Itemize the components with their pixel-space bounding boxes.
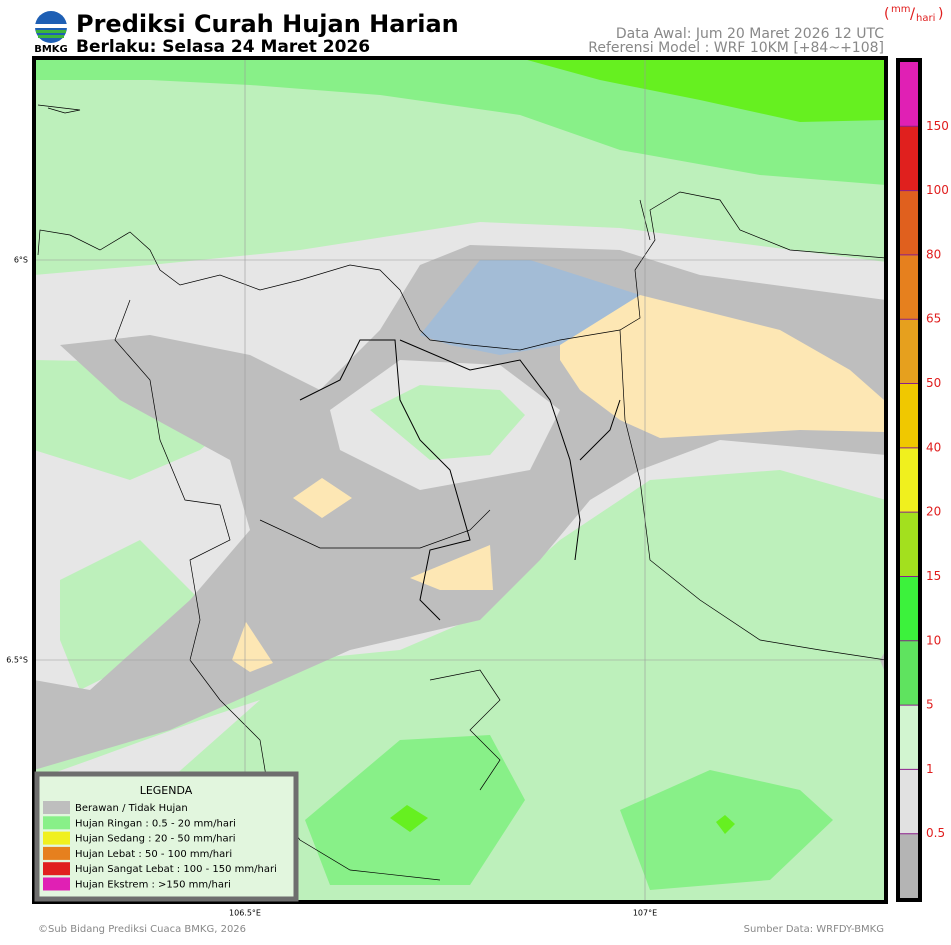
colorbar-segment xyxy=(900,383,918,448)
title: Prediksi Curah Hujan Harian xyxy=(76,10,459,38)
colorbar-segment xyxy=(900,640,918,706)
colorbar-segment xyxy=(900,62,918,127)
colorbar-tick-label: 20 xyxy=(926,505,941,519)
legend-label: Hujan Sedang : 20 - 50 mm/hari xyxy=(75,834,235,845)
colorbar-segment xyxy=(900,319,918,384)
area-light-rain xyxy=(60,540,200,690)
area-peach xyxy=(232,622,273,672)
lat-label: 6.5°S xyxy=(6,656,28,665)
logo-text: BMKG xyxy=(34,44,68,55)
colorbar-tick-label: 65 xyxy=(926,312,941,326)
logo-stripe xyxy=(36,30,66,33)
footer-left: ©Sub Bidang Prediksi Cuaca BMKG, 2026 xyxy=(38,924,246,935)
colorbar-segment xyxy=(900,254,918,320)
referensi: Referensi Model : WRF 10KM [+84~+108] xyxy=(588,40,884,56)
unit: ( mm / hari ) xyxy=(884,4,943,24)
boundary xyxy=(299,339,621,621)
legend-label: Hujan Sangat Lebat : 100 - 150 mm/hari xyxy=(75,864,277,875)
colorbar-segment xyxy=(900,833,918,898)
footer-right: Sumber Data: WRFDY-BMKG xyxy=(744,924,884,935)
colorbar-tick-label: 10 xyxy=(926,633,941,647)
area-peach xyxy=(410,545,493,590)
colorbar-tick-label: 50 xyxy=(926,376,941,390)
logo-stripe xyxy=(34,24,68,28)
legend-swatch xyxy=(43,846,70,860)
legend-swatch xyxy=(43,816,70,830)
area-light-rain xyxy=(370,385,525,460)
legend-title: LEGENDA xyxy=(140,784,193,797)
legend-swatch xyxy=(43,862,70,876)
data-awal: Data Awal: Jum 20 Maret 2026 12 UTC xyxy=(616,26,884,42)
unit-separator: / xyxy=(910,5,916,23)
colorbar-tick-label: 100 xyxy=(926,183,949,197)
legend-swatch xyxy=(43,831,70,845)
colorbar-tick-label: 15 xyxy=(926,569,941,583)
colorbar-tick-label: 80 xyxy=(926,247,941,261)
area-peach xyxy=(293,478,352,518)
colorbar-segment xyxy=(900,769,918,834)
area-rain-moderate xyxy=(520,58,886,122)
legend-label: Hujan Ekstrem : >150 mm/hari xyxy=(75,880,231,891)
lat-label: 6°S xyxy=(14,256,28,265)
unit-denominator: hari xyxy=(916,13,935,24)
area-peach xyxy=(560,295,884,438)
logo: BMKG xyxy=(34,11,68,55)
colorbar-segment xyxy=(900,126,918,191)
lon-label: 107°E xyxy=(633,909,657,918)
colorbar-segment xyxy=(900,576,918,641)
map-frame xyxy=(32,56,888,904)
colorbar-segment xyxy=(900,705,918,770)
colorbar-segment xyxy=(900,190,918,255)
legend-label: Hujan Lebat : 50 - 100 mm/hari xyxy=(75,849,232,860)
colorbar-tick-label: 150 xyxy=(926,119,949,133)
area-rain-moderate xyxy=(716,815,735,834)
area-rain-moderate xyxy=(390,805,428,832)
lon-label: 106.5°E xyxy=(229,909,261,918)
colorbar-tick-label: 40 xyxy=(926,440,941,454)
colorbar-tick-label: 5 xyxy=(926,698,934,712)
unit-numerator: mm xyxy=(891,4,910,15)
logo-stripe xyxy=(38,35,64,38)
unit-close: ) xyxy=(938,6,943,22)
colorbar-tick-label: 0.5 xyxy=(926,826,945,840)
unit-open: ( xyxy=(884,6,889,22)
colorbar-segment xyxy=(900,512,918,577)
legend-label: Hujan Ringan : 0.5 - 20 mm/hari xyxy=(75,818,236,829)
legend-label: Berawan / Tidak Hujan xyxy=(75,803,188,814)
colorbar-tick-label: 1 xyxy=(926,762,934,776)
legend-swatch xyxy=(43,877,70,891)
subtitle: Berlaku: Selasa 24 Maret 2026 xyxy=(76,37,370,57)
legend-box xyxy=(34,771,299,902)
legend: LEGENDA Berawan / Tidak Hujan Hujan Ringa… xyxy=(34,771,299,902)
colorbar-segment xyxy=(900,447,918,513)
map xyxy=(34,58,886,902)
legend-swatch xyxy=(43,801,70,814)
